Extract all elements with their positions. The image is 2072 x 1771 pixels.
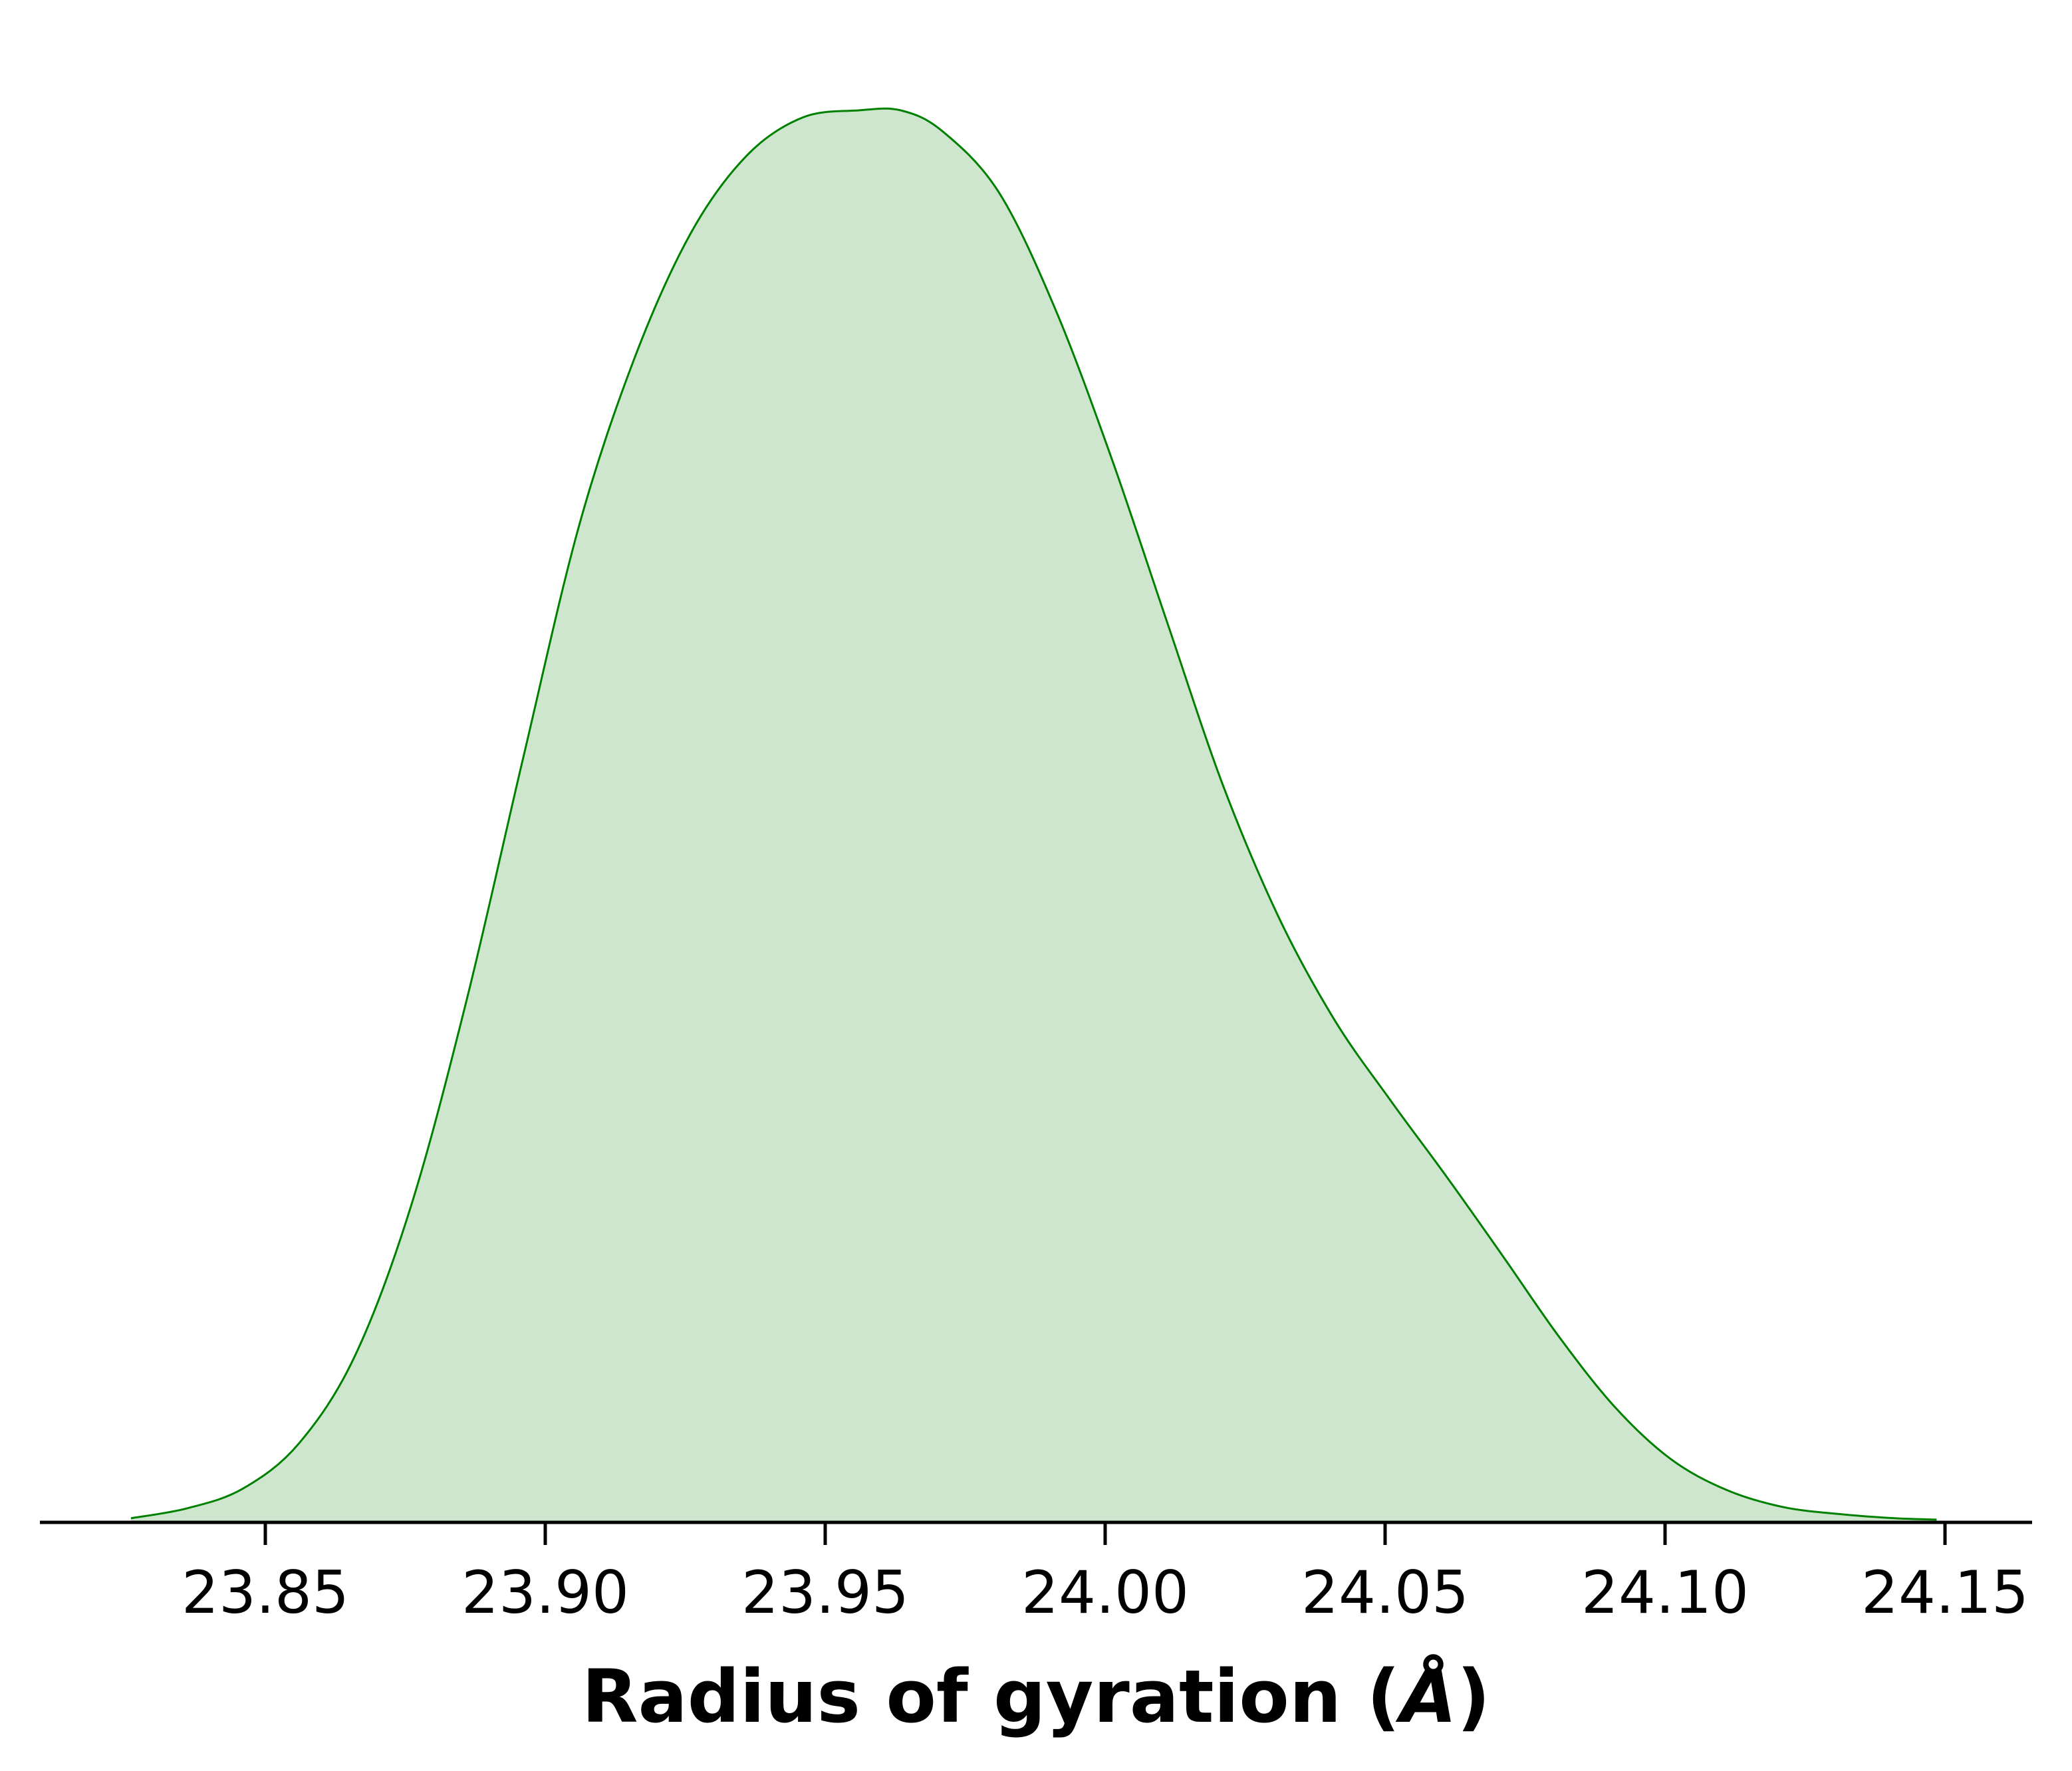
x-axis-title-main: Radius of gyration ( [582,1654,1400,1739]
x-axis-title: Radius of gyration (Å) [582,1653,1490,1739]
x-tick-label: 23.90 [461,1558,629,1627]
x-tick-label: 24.00 [1021,1558,1189,1627]
x-axis-title-unit: Å [1395,1653,1457,1739]
density-curve [130,107,1937,1521]
x-axis-ticks: 23.85 23.90 23.95 24.00 24.05 24.10 24.15 [182,1522,2029,1627]
x-tick-label: 24.15 [1861,1558,2029,1627]
x-tick-label: 24.05 [1301,1558,1469,1627]
density-area [130,108,1937,1521]
x-tick-label: 23.85 [182,1558,349,1627]
plot-area [130,107,1937,1521]
x-axis-title-close: ) [1457,1654,1490,1739]
x-tick-label: 23.95 [741,1558,909,1627]
x-tick-label: 24.10 [1581,1558,1749,1627]
